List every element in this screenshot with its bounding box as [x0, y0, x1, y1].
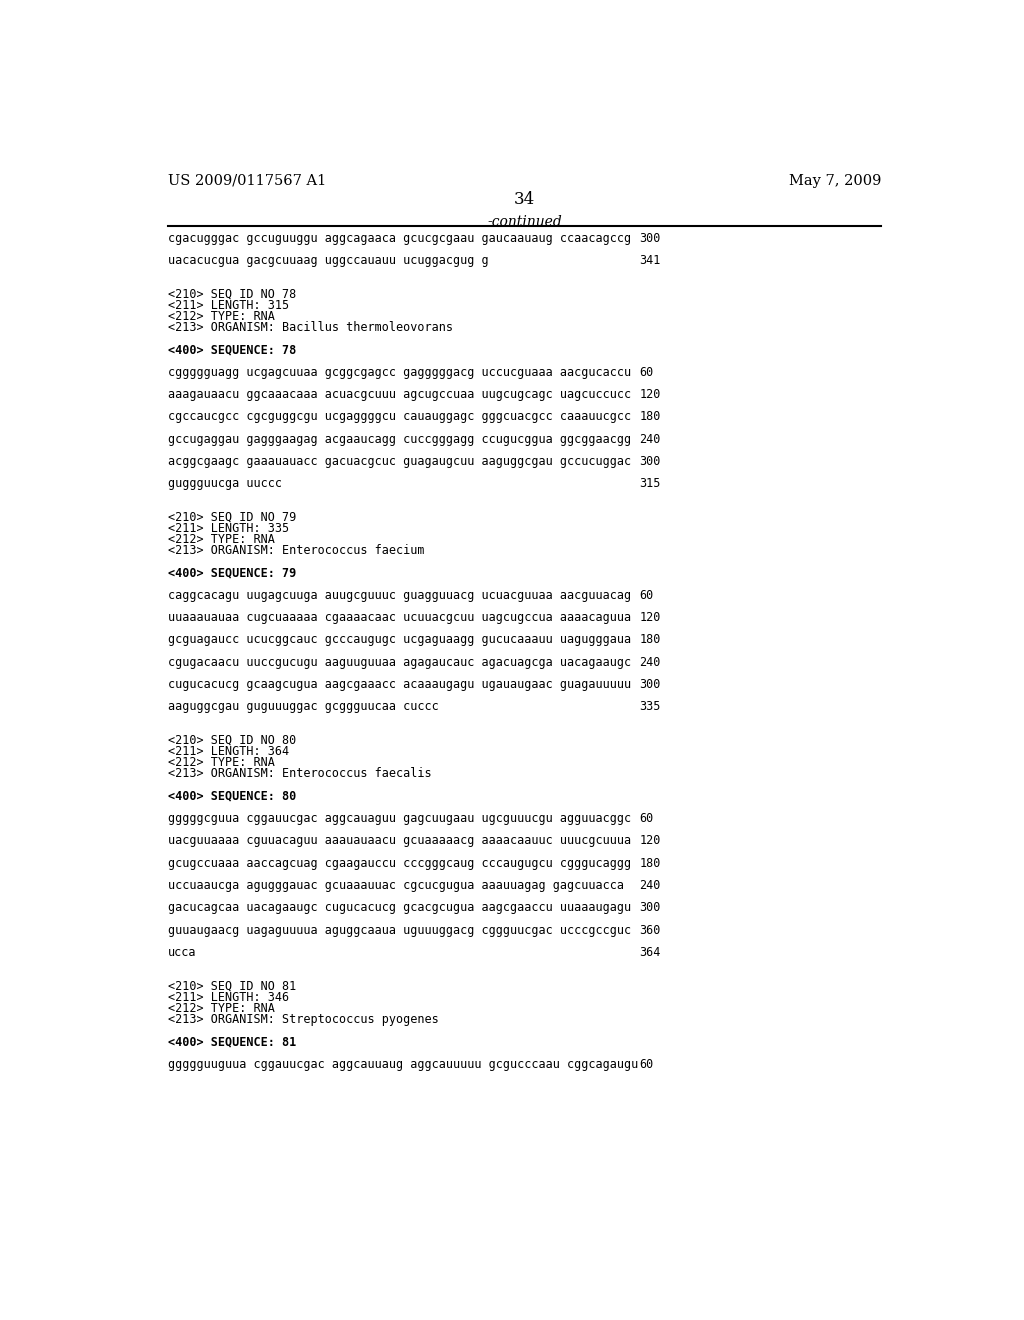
Text: cugucacucg gcaagcugua aagcgaaacc acaaaugagu ugauaugaac guagauuuuu: cugucacucg gcaagcugua aagcgaaacc acaaaug…: [168, 678, 632, 692]
Text: 120: 120: [640, 834, 660, 847]
Text: 120: 120: [640, 611, 660, 624]
Text: uuaaauauaa cugcuaaaaa cgaaaacaac ucuuacgcuu uagcugccua aaaacaguua: uuaaauauaa cugcuaaaaa cgaaaacaac ucuuacg…: [168, 611, 632, 624]
Text: <400> SEQUENCE: 80: <400> SEQUENCE: 80: [168, 789, 297, 803]
Text: 60: 60: [640, 366, 653, 379]
Text: <210> SEQ ID NO 81: <210> SEQ ID NO 81: [168, 979, 297, 993]
Text: <400> SEQUENCE: 78: <400> SEQUENCE: 78: [168, 343, 297, 356]
Text: 240: 240: [640, 656, 660, 669]
Text: gcugccuaaa aaccagcuag cgaagauccu cccgggcaug cccaugugcu cgggucaggg: gcugccuaaa aaccagcuag cgaagauccu cccgggc…: [168, 857, 632, 870]
Text: 335: 335: [640, 701, 660, 714]
Text: <210> SEQ ID NO 79: <210> SEQ ID NO 79: [168, 511, 297, 524]
Text: <213> ORGANISM: Enterococcus faecium: <213> ORGANISM: Enterococcus faecium: [168, 544, 425, 557]
Text: <211> LENGTH: 364: <211> LENGTH: 364: [168, 744, 290, 758]
Text: caggcacagu uugagcuuga auugcguuuc guagguuacg ucuacguuaa aacguuacag: caggcacagu uugagcuuga auugcguuuc guagguu…: [168, 589, 632, 602]
Text: 300: 300: [640, 902, 660, 915]
Text: ggggguuguua cggauucgac aggcauuaug aggcauuuuu gcgucccaau cggcagaugu: ggggguuguua cggauucgac aggcauuaug aggcau…: [168, 1057, 639, 1071]
Text: <210> SEQ ID NO 80: <210> SEQ ID NO 80: [168, 734, 297, 747]
Text: 240: 240: [640, 433, 660, 446]
Text: 364: 364: [640, 946, 660, 960]
Text: -continued: -continued: [487, 215, 562, 228]
Text: <213> ORGANISM: Streptococcus pyogenes: <213> ORGANISM: Streptococcus pyogenes: [168, 1014, 439, 1026]
Text: 315: 315: [640, 478, 660, 490]
Text: guuaugaacg uagaguuuua aguggcaaua uguuuggacg cggguucgac ucccgccguc: guuaugaacg uagaguuuua aguggcaaua uguuugg…: [168, 924, 632, 937]
Text: 300: 300: [640, 231, 660, 244]
Text: aaguggcgau guguuuggac gcggguucaa cuccc: aaguggcgau guguuuggac gcggguucaa cuccc: [168, 701, 439, 714]
Text: gccugaggau gagggaagag acgaaucagg cuccgggagg ccugucggua ggcggaacgg: gccugaggau gagggaagag acgaaucagg cuccggg…: [168, 433, 632, 446]
Text: acggcgaagc gaaauauacc gacuacgcuc guagaugcuu aaguggcgau gccucuggac: acggcgaagc gaaauauacc gacuacgcuc guagaug…: [168, 455, 632, 467]
Text: cgacugggac gccuguuggu aggcagaaca gcucgcgaau gaucaauaug ccaacagccg: cgacugggac gccuguuggu aggcagaaca gcucgcg…: [168, 231, 632, 244]
Text: 180: 180: [640, 634, 660, 647]
Text: US 2009/0117567 A1: US 2009/0117567 A1: [168, 174, 327, 187]
Text: 60: 60: [640, 589, 653, 602]
Text: <212> TYPE: RNA: <212> TYPE: RNA: [168, 533, 275, 546]
Text: <211> LENGTH: 346: <211> LENGTH: 346: [168, 991, 290, 1003]
Text: uacguuaaaa cguuacaguu aaauauaacu gcuaaaaacg aaaacaauuc uuucgcuuua: uacguuaaaa cguuacaguu aaauauaacu gcuaaaa…: [168, 834, 632, 847]
Text: aaagauaacu ggcaaacaaa acuacgcuuu agcugccuaa uugcugcagc uagcuccucc: aaagauaacu ggcaaacaaa acuacgcuuu agcugcc…: [168, 388, 632, 401]
Text: 360: 360: [640, 924, 660, 937]
Text: <210> SEQ ID NO 78: <210> SEQ ID NO 78: [168, 288, 297, 301]
Text: <213> ORGANISM: Enterococcus faecalis: <213> ORGANISM: Enterococcus faecalis: [168, 767, 432, 780]
Text: 341: 341: [640, 253, 660, 267]
Text: May 7, 2009: May 7, 2009: [788, 174, 882, 187]
Text: <213> ORGANISM: Bacillus thermoleovorans: <213> ORGANISM: Bacillus thermoleovorans: [168, 321, 454, 334]
Text: 34: 34: [514, 191, 536, 207]
Text: 300: 300: [640, 678, 660, 692]
Text: 60: 60: [640, 1057, 653, 1071]
Text: cggggguagg ucgagcuuaa gcggcgagcc gagggggacg uccucguaaa aacgucaccu: cggggguagg ucgagcuuaa gcggcgagcc gaggggg…: [168, 366, 632, 379]
Text: <212> TYPE: RNA: <212> TYPE: RNA: [168, 310, 275, 322]
Text: 300: 300: [640, 455, 660, 467]
Text: gacucagcaa uacagaaugc cugucacucg gcacgcugua aagcgaaccu uuaaaugagu: gacucagcaa uacagaaugc cugucacucg gcacgcu…: [168, 902, 632, 915]
Text: <212> TYPE: RNA: <212> TYPE: RNA: [168, 756, 275, 770]
Text: <211> LENGTH: 315: <211> LENGTH: 315: [168, 298, 290, 312]
Text: 60: 60: [640, 812, 653, 825]
Text: uacacucgua gacgcuuaag uggccauauu ucuggacgug g: uacacucgua gacgcuuaag uggccauauu ucuggac…: [168, 253, 488, 267]
Text: gggggcguua cggauucgac aggcauaguu gagcuugaau ugcguuucgu agguuacggc: gggggcguua cggauucgac aggcauaguu gagcuug…: [168, 812, 632, 825]
Text: gcguagaucc ucucggcauc gcccaugugc ucgaguaagg gucucaaauu uagugggaua: gcguagaucc ucucggcauc gcccaugugc ucgagua…: [168, 634, 632, 647]
Text: cgugacaacu uuccgucugu aaguuguuaa agagaucauc agacuagcga uacagaaugc: cgugacaacu uuccgucugu aaguuguuaa agagauc…: [168, 656, 632, 669]
Text: <211> LENGTH: 335: <211> LENGTH: 335: [168, 521, 290, 535]
Text: 120: 120: [640, 388, 660, 401]
Text: ucca: ucca: [168, 946, 197, 960]
Text: <212> TYPE: RNA: <212> TYPE: RNA: [168, 1002, 275, 1015]
Text: cgccaucgcc cgcguggcgu ucgaggggcu cauauggagc gggcuacgcc caaauucgcc: cgccaucgcc cgcguggcgu ucgaggggcu cauaugg…: [168, 411, 632, 424]
Text: uccuaaucga agugggauac gcuaaauuac cgcucgugua aaauuagag gagcuuacca: uccuaaucga agugggauac gcuaaauuac cgcucgu…: [168, 879, 625, 892]
Text: <400> SEQUENCE: 79: <400> SEQUENCE: 79: [168, 566, 297, 579]
Text: 180: 180: [640, 857, 660, 870]
Text: 240: 240: [640, 879, 660, 892]
Text: 180: 180: [640, 411, 660, 424]
Text: guggguucga uuccc: guggguucga uuccc: [168, 478, 283, 490]
Text: <400> SEQUENCE: 81: <400> SEQUENCE: 81: [168, 1035, 297, 1048]
